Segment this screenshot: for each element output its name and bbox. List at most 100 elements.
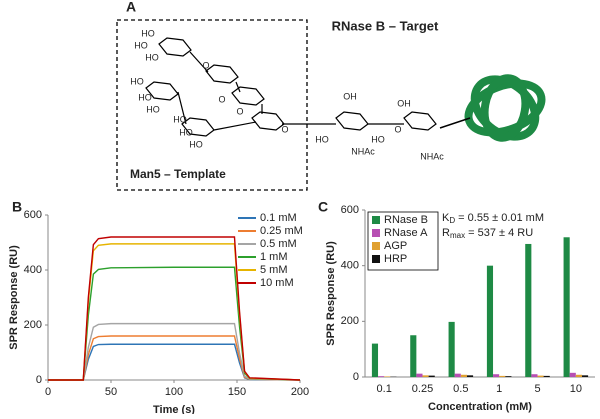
atom-label: OH: [343, 91, 357, 101]
y-tick-label: 600: [341, 204, 359, 216]
atom-label: HO: [145, 52, 159, 62]
bar: [378, 376, 384, 377]
linker: [440, 118, 470, 128]
atom-label: O: [281, 124, 288, 134]
x-axis-title: Concentration (mM): [428, 401, 532, 413]
bar: [505, 376, 511, 377]
bar: [487, 266, 493, 377]
bar: [429, 376, 435, 377]
panel-label: C: [318, 199, 328, 215]
legend-label: 0.5 mM: [260, 238, 297, 250]
legend-label: RNase A: [384, 227, 428, 239]
y-tick-label: 400: [24, 264, 42, 276]
annotation: Rmax = 537 ± 4 RU: [442, 227, 533, 240]
bar: [423, 375, 429, 377]
bar: [544, 376, 550, 377]
atom-label: HO: [173, 114, 187, 124]
atom-label: O: [394, 124, 401, 134]
sugar-ring: [232, 87, 264, 105]
atom-label: OH: [397, 98, 411, 108]
bar: [525, 244, 531, 377]
annotation-part: = 537 ± 4 RU: [465, 227, 533, 239]
x-tick-label: 50: [105, 386, 117, 398]
legend-label: 5 mM: [260, 264, 288, 276]
atom-label: NHAc: [420, 151, 444, 161]
atom-label: HO: [130, 76, 144, 86]
bar: [455, 374, 461, 377]
panel-label: A: [126, 0, 136, 15]
legend-label: 0.1 mM: [260, 212, 297, 224]
x-tick-label: 0: [45, 386, 51, 398]
x-tick-label: 10: [570, 383, 582, 395]
bar: [449, 322, 455, 377]
x-tick-label: 1: [496, 383, 502, 395]
x-tick-label: 0.25: [412, 383, 433, 395]
atom-label: O: [218, 94, 225, 104]
bond: [214, 122, 256, 130]
x-axis-title: Time (s): [153, 404, 195, 414]
y-tick-label: 0: [36, 374, 42, 386]
y-tick-label: 200: [341, 315, 359, 327]
bar: [576, 375, 582, 377]
legend-swatch: [372, 255, 380, 263]
bar: [570, 373, 576, 377]
bar: [538, 376, 544, 377]
legend-swatch: [372, 216, 380, 224]
atom-label: O: [202, 60, 209, 70]
y-tick-label: 600: [24, 209, 42, 221]
bar: [564, 237, 570, 377]
bar: [499, 376, 505, 377]
panel-label: B: [12, 199, 22, 215]
bar: [531, 374, 537, 377]
sugar-ring: [252, 112, 284, 130]
sugar-ring: [206, 65, 238, 83]
y-axis-title: SPR Response (RU): [8, 245, 20, 350]
annotation-part: max: [450, 231, 465, 240]
legend-label: HRP: [384, 253, 407, 265]
atom-label: HO: [315, 134, 329, 144]
atom-label: HO: [371, 134, 385, 144]
legend-label: 0.25 mM: [260, 225, 303, 237]
y-axis-title: SPR Response (RU): [325, 241, 337, 346]
legend-label: 1 mM: [260, 251, 288, 263]
atom-label: HO: [146, 104, 160, 114]
annotation: KD = 0.55 ± 0.01 mM: [442, 212, 544, 225]
atom-label: NHAc: [351, 146, 375, 156]
sugar-ring: [159, 38, 191, 56]
bar: [461, 375, 467, 377]
bar: [372, 344, 378, 377]
bar: [410, 335, 416, 377]
sugar-ring: [336, 112, 368, 130]
protein-knot: [462, 68, 548, 148]
y-tick-label: 400: [341, 260, 359, 272]
template-label: Man5 – Template: [130, 167, 226, 181]
x-tick-label: 5: [534, 383, 540, 395]
atom-label: HO: [189, 139, 203, 149]
target-label: RNase B – Target: [332, 18, 439, 33]
atom-label: HO: [141, 28, 155, 38]
bar: [467, 375, 473, 377]
bar: [582, 375, 588, 377]
annotation-part: R: [442, 227, 450, 239]
legend-swatch: [372, 229, 380, 237]
atom-label: HO: [138, 92, 152, 102]
annotation-part: = 0.55 ± 0.01 mM: [455, 212, 544, 224]
y-tick-label: 0: [353, 371, 359, 383]
x-tick-label: 0.1: [377, 383, 392, 395]
atom-label: HO: [134, 40, 148, 50]
atom-label: O: [236, 106, 243, 116]
legend-label: AGP: [384, 240, 407, 252]
y-tick-label: 200: [24, 319, 42, 331]
x-tick-label: 0.5: [453, 383, 468, 395]
bar: [493, 374, 499, 377]
atom-label: HO: [179, 127, 193, 137]
sugar-ring: [404, 112, 436, 130]
bar: [416, 374, 422, 377]
x-tick-label: 200: [291, 386, 309, 398]
x-tick-label: 100: [165, 386, 183, 398]
legend-label: 10 mM: [260, 277, 294, 289]
x-tick-label: 150: [228, 386, 246, 398]
legend-label: RNase B: [384, 214, 428, 226]
bar: [384, 376, 390, 377]
